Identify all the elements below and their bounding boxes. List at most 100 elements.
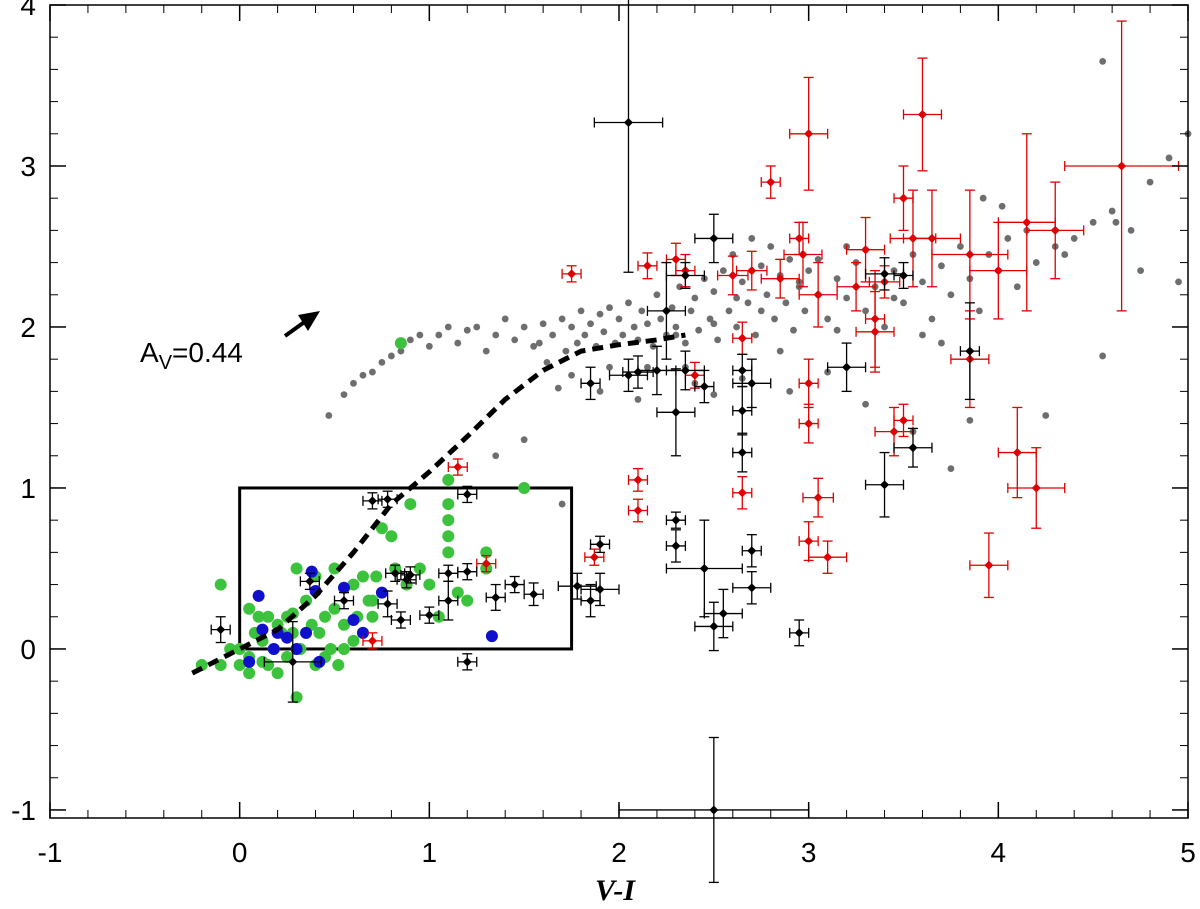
diamond-marker [1050, 225, 1060, 235]
black-point [959, 302, 981, 401]
diamond-marker [462, 489, 472, 499]
diamond-marker [861, 245, 871, 255]
red-point [902, 189, 962, 288]
gray-point [824, 315, 832, 323]
gray-point [938, 339, 945, 347]
gray-point [606, 304, 613, 312]
gray-point [539, 320, 547, 328]
gray-point [634, 396, 642, 403]
x-tick-label: 3 [801, 837, 817, 868]
diamond-marker [680, 365, 690, 375]
diamond-marker [842, 362, 852, 372]
gray-point [668, 304, 676, 312]
diamond-marker [798, 250, 808, 260]
diamond-marker [567, 269, 577, 279]
black-point [618, 736, 810, 884]
diamond-marker [813, 290, 823, 300]
diamond-marker [367, 636, 377, 646]
blue-point [305, 565, 318, 578]
gray-point [862, 307, 869, 315]
x-tick-label: 4 [991, 837, 1007, 868]
black-point [732, 432, 753, 473]
gray-point [554, 384, 562, 392]
gray-point [900, 299, 907, 307]
blue-point [290, 642, 303, 655]
green-point [328, 602, 341, 615]
blue-point [281, 631, 294, 644]
gray-point [1146, 178, 1154, 186]
diamond-marker [718, 609, 728, 619]
gray-point [975, 307, 983, 315]
gray-point [482, 347, 490, 355]
gray-point [568, 323, 575, 331]
dashed-curve [191, 332, 686, 676]
red-point [798, 403, 819, 444]
x-tick-label: 5 [1180, 837, 1196, 868]
blue-point [256, 623, 269, 636]
black-point [864, 451, 905, 518]
gray-point [657, 315, 665, 323]
black-point [732, 385, 753, 436]
diamond-marker [424, 610, 434, 620]
red-point [732, 476, 753, 510]
gray-point [520, 323, 528, 331]
diamond-marker [690, 370, 700, 380]
green-point [252, 610, 265, 623]
diamond-marker [737, 448, 747, 458]
gray-point [644, 363, 651, 371]
gray-point [558, 315, 566, 323]
gray-point [776, 347, 784, 355]
gray-point [406, 336, 414, 344]
x-tick-label: 1 [422, 837, 438, 868]
diamond-marker [728, 270, 738, 280]
diamond-marker [453, 462, 463, 472]
diamond-marker [1012, 448, 1022, 458]
gray-point [719, 267, 727, 275]
diamond-marker [529, 589, 539, 599]
red-points [362, 20, 1180, 650]
gray-point [1108, 207, 1116, 215]
arrow-head [298, 311, 320, 331]
gray-point [615, 315, 623, 323]
extinction-label: AV=0.44 [140, 337, 243, 374]
red-point [584, 548, 605, 566]
green-point [262, 610, 275, 623]
blue-point [243, 655, 256, 668]
gray-point [511, 336, 519, 344]
black-point [580, 572, 620, 607]
red-point [969, 532, 1009, 599]
red-point [893, 165, 914, 232]
green-point [442, 514, 455, 527]
y-tick-label: 1 [20, 473, 36, 504]
y-tick-label: 4 [20, 0, 36, 21]
black-point [732, 571, 772, 605]
black-point [457, 485, 478, 504]
green-point [332, 659, 345, 672]
gray-point [714, 336, 722, 344]
diamond-marker [993, 266, 1003, 276]
gray-point [814, 255, 822, 263]
black-point [438, 564, 459, 582]
black-point [694, 369, 715, 404]
gray-point [558, 500, 566, 508]
blue-point [267, 642, 280, 655]
diamond-marker [633, 475, 643, 485]
gray-point [577, 307, 585, 315]
blue-point [347, 613, 360, 626]
diamond-marker [747, 378, 757, 388]
gray-point [744, 299, 752, 307]
gray-point [1061, 251, 1069, 258]
gray-point [681, 339, 689, 347]
red-point [997, 133, 1056, 312]
diamond-marker [699, 382, 709, 392]
red-point [789, 76, 829, 191]
red-point [802, 477, 834, 518]
green-point [442, 473, 455, 486]
selection-box [238, 486, 574, 651]
red-point [627, 498, 649, 523]
diamond-marker [880, 269, 890, 279]
diamond-marker [339, 596, 349, 606]
gray-point [862, 400, 869, 408]
gray-point [790, 326, 797, 334]
gray-point [388, 352, 395, 360]
